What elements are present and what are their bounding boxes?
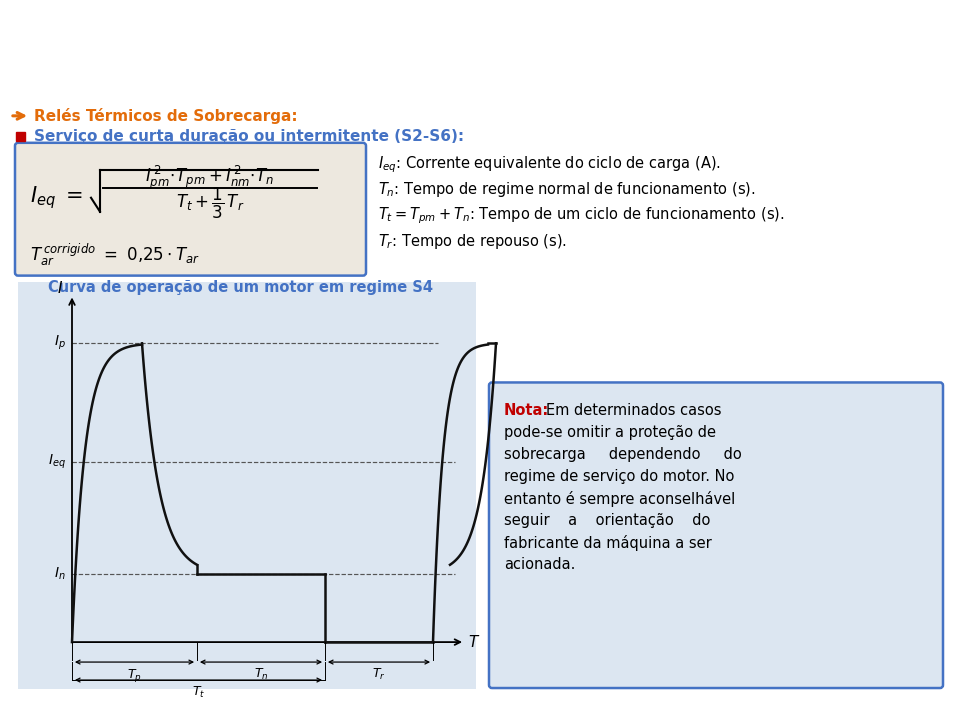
Text: 10: 10 [929,34,948,49]
Text: entanto é sempre aconselhável: entanto é sempre aconselhável [504,491,735,508]
Bar [18,281,476,689]
Text: $I^{\,2}_{pm}\!\cdot\! T_{pm}+I^{\,2}_{nm}\!\cdot\! T_n$: $I^{\,2}_{pm}\!\cdot\! T_{pm}+I^{\,2}_{n… [145,163,275,192]
Text: Em determinados casos: Em determinados casos [546,404,722,419]
FancyBboxPatch shape [489,382,943,688]
Text: $I_n$: $I_n$ [55,566,66,583]
Text: $T_n$: Tempo de regime normal de funcionamento (s).: $T_n$: Tempo de regime normal de funcion… [378,180,756,199]
Text: $T_n$: $T_n$ [253,667,268,682]
Text: Relés Térmicos de Sobrecarga:: Relés Térmicos de Sobrecarga: [34,108,298,124]
Text: 5 – Proteção e Coordenação – Dimensionamento da Proteção: 5 – Proteção e Coordenação – Dimensionam… [12,32,702,51]
Text: sobrecarga     dependendo     do: sobrecarga dependendo do [504,448,742,462]
Text: acionada.: acionada. [504,557,575,572]
Text: $I_{eq}$: $I_{eq}$ [48,453,66,472]
Text: $T_r$: Tempo de repouso (s).: $T_r$: Tempo de repouso (s). [378,232,567,251]
Text: regime de serviço do motor. No: regime de serviço do motor. No [504,469,734,484]
Text: seguir    a    orientação    do: seguir a orientação do [504,513,710,528]
Text: Serviço de curta duração ou intermitente (S2-S6):: Serviço de curta duração ou intermitente… [34,129,464,144]
Text: Nota:: Nota: [504,404,549,419]
Text: $T_t+\dfrac{1}{3}\,T_r$: $T_t+\dfrac{1}{3}\,T_r$ [176,186,244,221]
Text: $I_p$: $I_p$ [54,334,66,353]
Text: $T^{\,corrigido}_{ar}\ =\ 0{,}25\cdot T_{ar}$: $T^{\,corrigido}_{ar}\ =\ 0{,}25\cdot T_… [30,241,200,268]
Text: Curva de operação de um motor em regime S4: Curva de operação de um motor em regime … [47,280,433,295]
Text: $T_t = T_{pm}+T_n$: Tempo de um ciclo de funcionamento (s).: $T_t = T_{pm}+T_n$: Tempo de um ciclo de… [378,206,784,226]
Text: pode-se omitir a proteção de: pode-se omitir a proteção de [504,426,716,440]
Text: fabricante da máquina a ser: fabricante da máquina a ser [504,535,711,551]
Text: T: T [468,635,478,650]
Text: $T_p$: $T_p$ [127,667,142,684]
Text: $T_t$: $T_t$ [192,685,205,700]
Text: I: I [58,281,62,296]
Text: $I_{eq}\ =$: $I_{eq}\ =$ [30,185,84,211]
FancyBboxPatch shape [15,143,366,276]
Text: $I_{eq}$: Corrente equivalente do ciclo de carga (A).: $I_{eq}$: Corrente equivalente do ciclo … [378,154,721,175]
Bar [16,132,25,141]
Text: $T_r$: $T_r$ [372,667,386,682]
